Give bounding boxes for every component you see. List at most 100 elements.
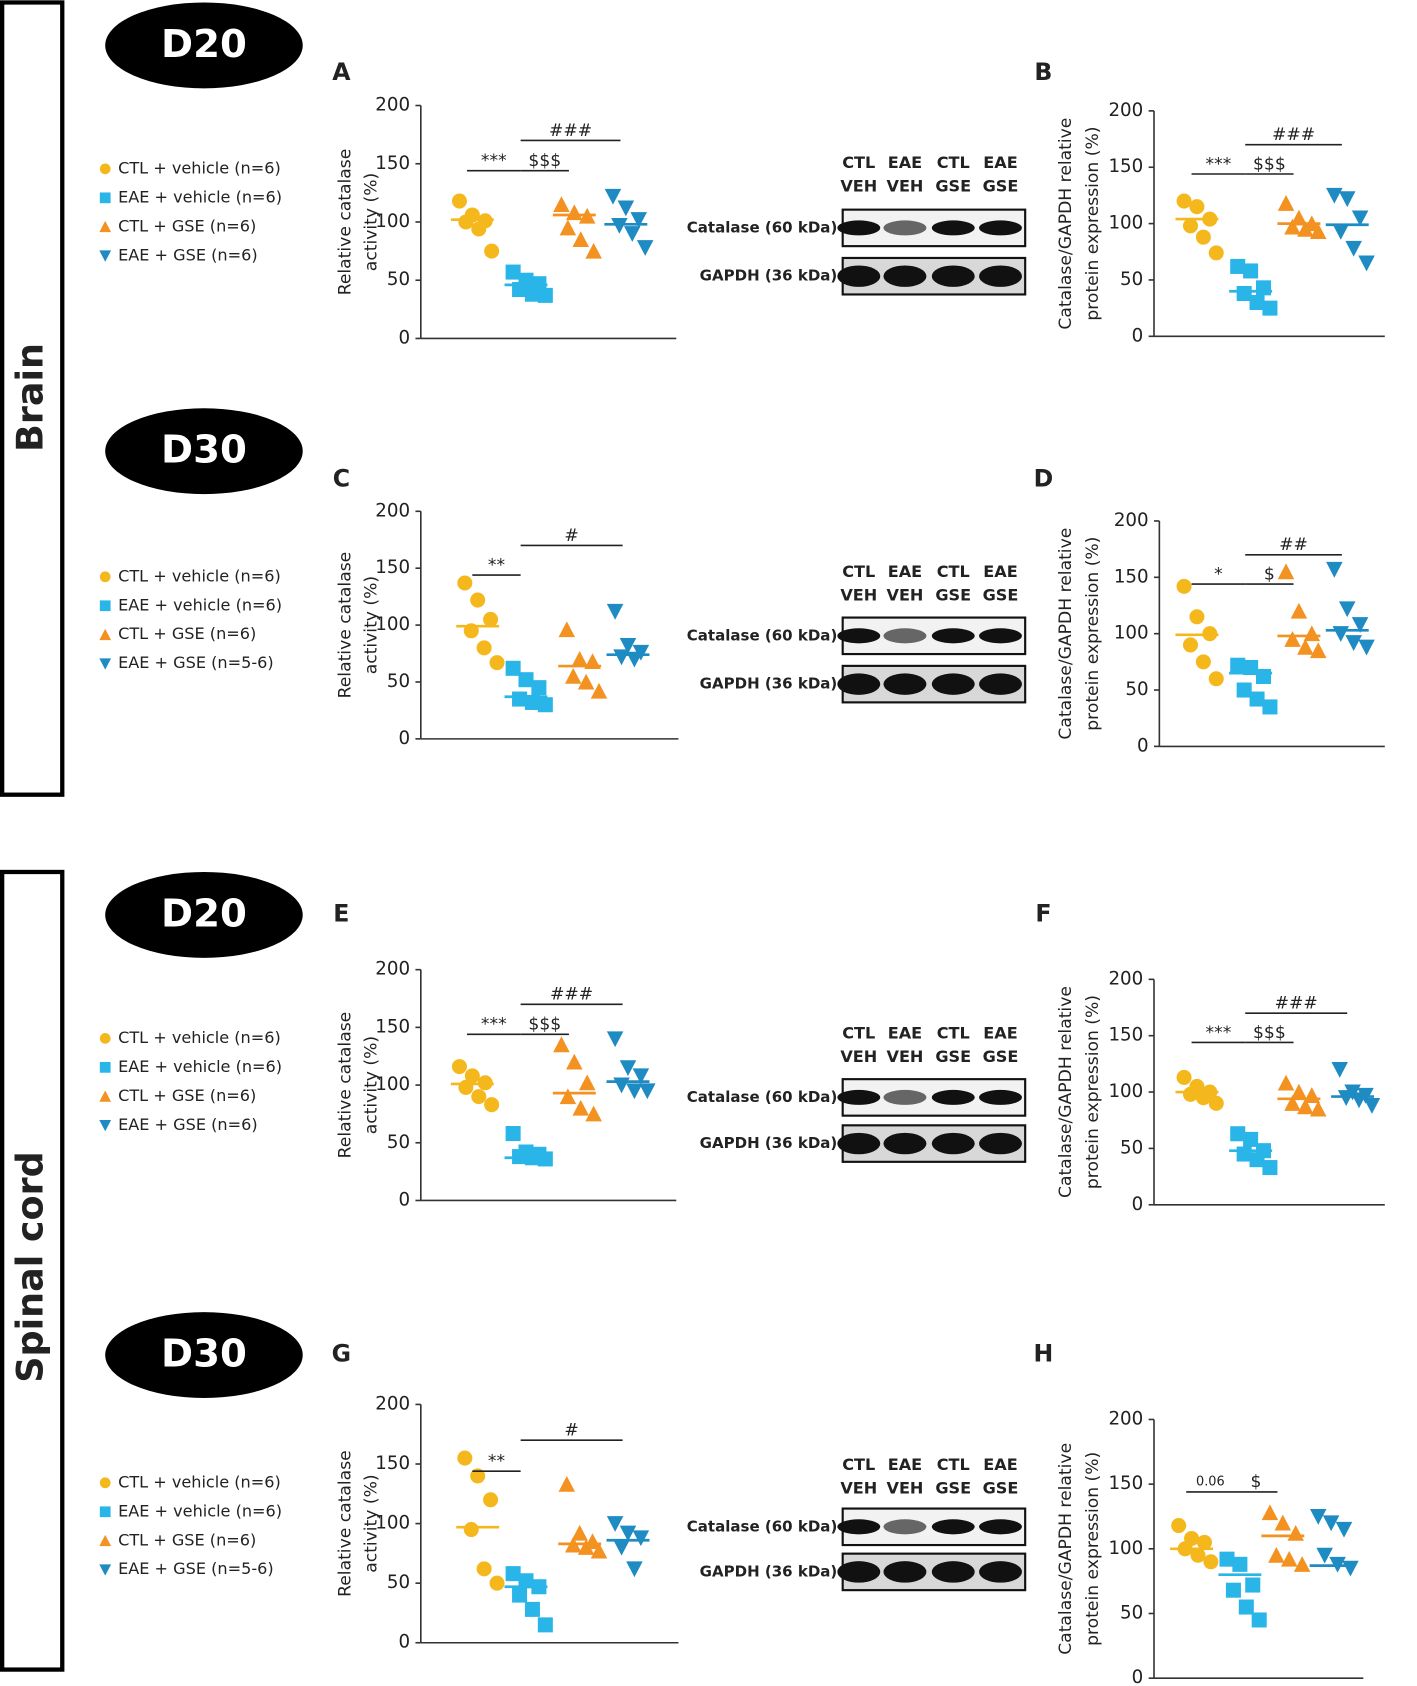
legend-label: CTL + GSE (n=6) <box>118 216 256 235</box>
legend-label: EAE + vehicle (n=6) <box>118 1057 282 1076</box>
data-point <box>1262 1160 1278 1176</box>
data-point <box>585 242 602 259</box>
legend-marker <box>99 1090 112 1102</box>
y-tick-label: 150 <box>1108 1473 1143 1494</box>
panel-label: D <box>1034 465 1054 493</box>
legend-marker <box>99 1564 112 1576</box>
data-point <box>571 650 588 667</box>
y-tick-label: 100 <box>375 614 410 635</box>
data-point <box>1189 199 1205 215</box>
blot-band <box>979 673 1022 695</box>
lane-label: EAE <box>888 1455 922 1474</box>
data-point <box>1326 561 1343 578</box>
blot-row-label: GAPDH (36 kDa) <box>700 1562 838 1580</box>
lane-label: GSE <box>935 1047 971 1066</box>
y-tick-label: 0 <box>398 1189 410 1210</box>
y-tick-label: 100 <box>375 1074 410 1095</box>
data-point <box>1208 1095 1224 1111</box>
significance-label: *** <box>481 151 507 171</box>
legend-marker <box>99 1119 112 1132</box>
data-point <box>1303 625 1321 642</box>
data-point <box>524 694 540 710</box>
blot-band <box>883 265 927 287</box>
data-point <box>1297 1098 1314 1115</box>
blot-band <box>883 1089 927 1105</box>
data-point <box>1309 642 1327 659</box>
lane-label: GSE <box>983 1479 1019 1498</box>
data-point <box>624 226 641 242</box>
data-point <box>1326 187 1343 204</box>
blot-row-label: GAPDH (36 kDa) <box>700 675 838 693</box>
y-axis-label: Relative catalase <box>336 149 356 296</box>
y-tick-label: 0 <box>398 728 410 749</box>
data-point <box>636 240 654 256</box>
lane-label: EAE <box>983 153 1017 172</box>
y-tick-label: 200 <box>1108 100 1143 121</box>
significance-label: ### <box>1272 125 1315 145</box>
data-point <box>1337 1090 1355 1106</box>
data-point <box>1255 280 1272 296</box>
lane-label: CTL <box>842 1024 875 1043</box>
data-point <box>1358 639 1375 656</box>
significance-label: ** <box>488 1451 506 1471</box>
data-point <box>1190 1547 1206 1563</box>
data-point <box>1236 682 1252 698</box>
legend-marker <box>99 1033 111 1044</box>
data-point <box>1238 1599 1254 1615</box>
y-tick-label: 0 <box>398 1632 410 1653</box>
data-point <box>1342 1560 1359 1577</box>
y-axis-label: Relative catalase <box>336 552 356 699</box>
legend-label: EAE + vehicle (n=6) <box>118 595 282 614</box>
data-point <box>1277 195 1295 211</box>
data-point <box>1208 245 1224 261</box>
data-point <box>512 1587 528 1603</box>
data-point <box>1195 229 1211 245</box>
legend-label: CTL + vehicle (n=6) <box>118 158 281 177</box>
legend-label: CTL + vehicle (n=6) <box>118 1472 281 1491</box>
blot-band <box>979 220 1022 236</box>
day-label: D30 <box>161 1332 247 1377</box>
y-tick-label: 150 <box>1114 566 1149 587</box>
data-point <box>619 1060 637 1077</box>
section-box <box>0 869 65 1672</box>
data-point <box>626 1561 643 1578</box>
data-point <box>1284 631 1301 647</box>
data-point <box>1351 210 1369 227</box>
y-axis-label: Relative catalase <box>336 1450 356 1597</box>
data-point <box>1338 191 1356 208</box>
y-axis-label: Catalase/GAPDH relative <box>1056 118 1076 330</box>
data-point <box>1171 1518 1187 1534</box>
blot-band <box>883 1519 927 1535</box>
y-tick-label: 50 <box>1120 1137 1143 1158</box>
panel-label: E <box>333 899 349 927</box>
y-axis-label: Catalase/GAPDH relative <box>1056 986 1076 1198</box>
data-point <box>1230 1126 1246 1142</box>
data-point <box>1335 1521 1353 1538</box>
panel-label: A <box>332 58 351 86</box>
significance-label: ## <box>1279 535 1308 555</box>
data-point <box>558 621 576 638</box>
blot-row-label: GAPDH (36 kDa) <box>700 1134 838 1152</box>
data-point <box>463 1522 479 1538</box>
data-point <box>470 592 486 608</box>
legend-label: EAE + GSE (n=6) <box>118 1115 258 1134</box>
data-point <box>1277 1074 1295 1091</box>
y-axis-label: activity (%) <box>361 1036 381 1134</box>
y-axis-label: Catalase/GAPDH relative <box>1056 1443 1076 1655</box>
section-title: Brain <box>9 343 52 452</box>
data-point <box>1182 1086 1199 1102</box>
legend-marker <box>99 1506 111 1518</box>
data-point <box>1290 209 1308 226</box>
data-point <box>1230 657 1246 673</box>
blot-band <box>883 1132 927 1155</box>
data-point <box>1251 1612 1267 1628</box>
blot-band <box>837 1132 881 1155</box>
data-point <box>537 287 553 303</box>
data-point <box>524 1601 540 1617</box>
lane-label: GSE <box>935 586 971 605</box>
day-badge <box>105 408 303 495</box>
data-point <box>451 193 467 209</box>
legend-marker <box>99 1534 112 1547</box>
data-point <box>1261 1504 1279 1521</box>
lane-label: GSE <box>983 177 1019 196</box>
